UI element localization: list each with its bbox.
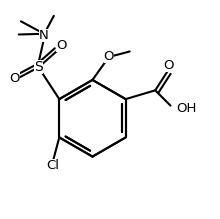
Text: S: S [34,60,43,74]
Text: Cl: Cl [47,159,60,172]
Text: O: O [104,50,114,64]
Text: N: N [39,29,49,42]
Text: N: N [39,29,49,42]
Text: OH: OH [176,102,196,115]
Text: O: O [9,72,20,85]
Text: O: O [163,59,174,72]
Text: O: O [56,39,66,52]
